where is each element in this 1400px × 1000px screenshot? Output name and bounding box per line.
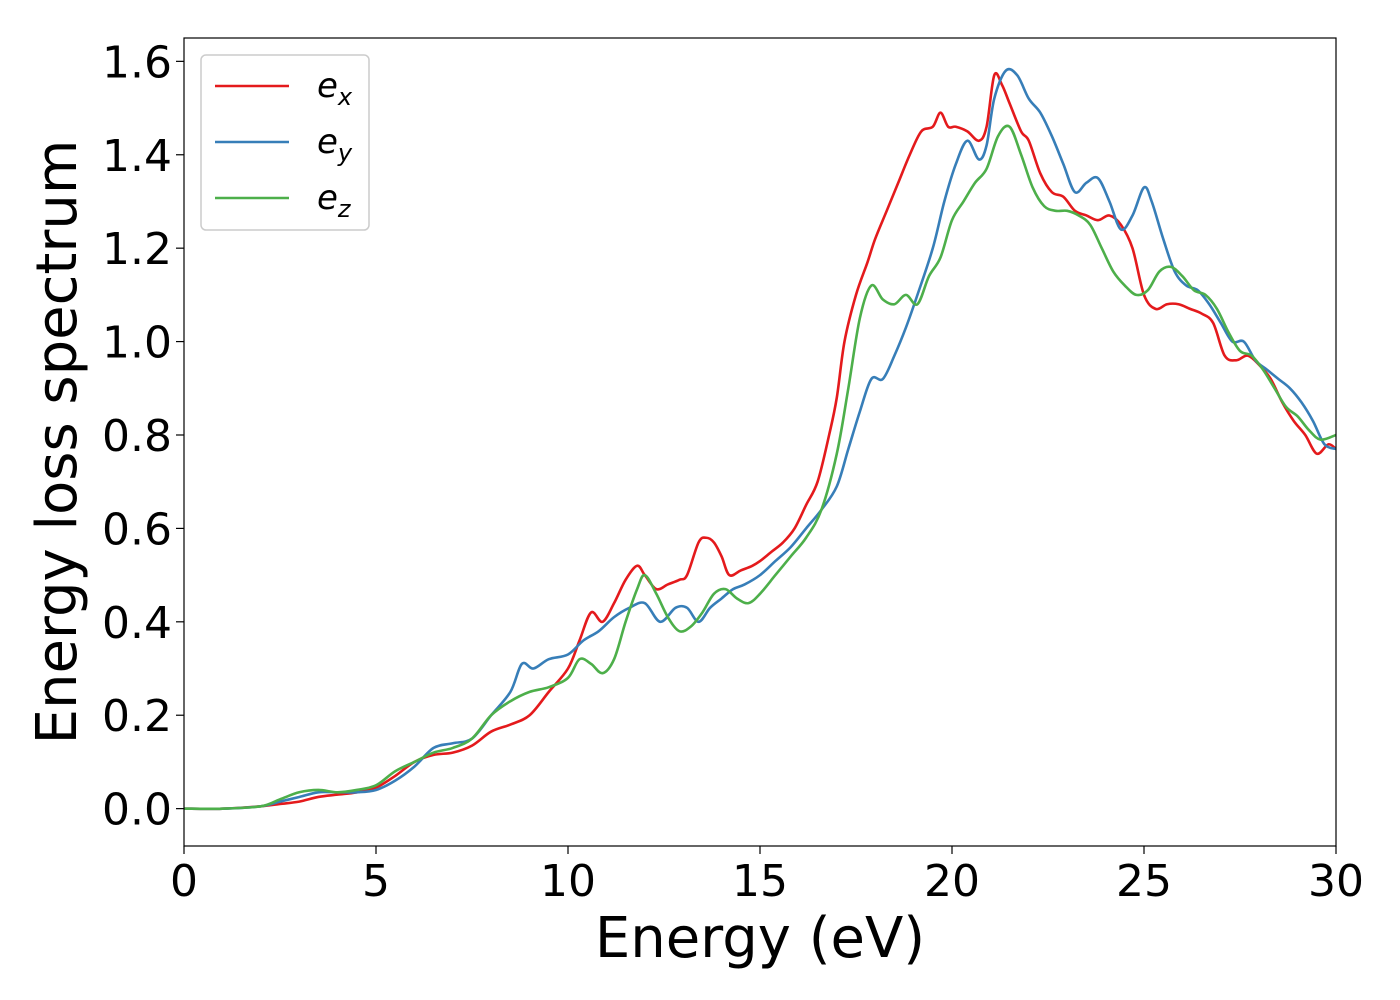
y-tick-label: 0.4	[102, 598, 172, 649]
legend-label-ey: ey	[317, 122, 353, 167]
y-tick-label: 0.6	[102, 504, 172, 555]
series-layer	[184, 67, 1336, 811]
y-tick-label: 1.2	[102, 224, 172, 275]
y-tick-label: 1.6	[102, 37, 172, 88]
plot-area	[184, 38, 1336, 846]
y-tick-label: 1.0	[102, 318, 172, 369]
x-tick-label: 15	[732, 856, 788, 907]
y-axis-title: Energy loss spectrum	[25, 140, 90, 745]
y-tick-label: 0.8	[102, 411, 172, 462]
legend-label-ez: ez	[317, 178, 352, 223]
series-line-ez	[184, 124, 1336, 811]
x-tick-label: 0	[170, 856, 198, 907]
x-axis: 0 5 10 15 20 25 30	[170, 846, 1364, 907]
x-tick-label: 30	[1308, 856, 1364, 907]
y-axis: 0.0 0.2 0.4 0.6 0.8 1.0 1.2 1.4 1.6	[102, 37, 184, 836]
y-tick-label: 0.2	[102, 691, 172, 742]
y-tick-label: 1.4	[102, 131, 172, 182]
x-tick-label: 20	[924, 856, 980, 907]
x-tick-label: 10	[540, 856, 596, 907]
legend: ex ey ez	[200, 54, 370, 231]
x-tick-label: 5	[362, 856, 390, 907]
x-tick-label: 25	[1116, 856, 1172, 907]
y-tick-label: 0.0	[102, 785, 172, 836]
series-line-ex	[184, 71, 1336, 811]
legend-label-ex: ex	[317, 66, 353, 111]
x-axis-title: Energy (eV)	[595, 906, 925, 971]
